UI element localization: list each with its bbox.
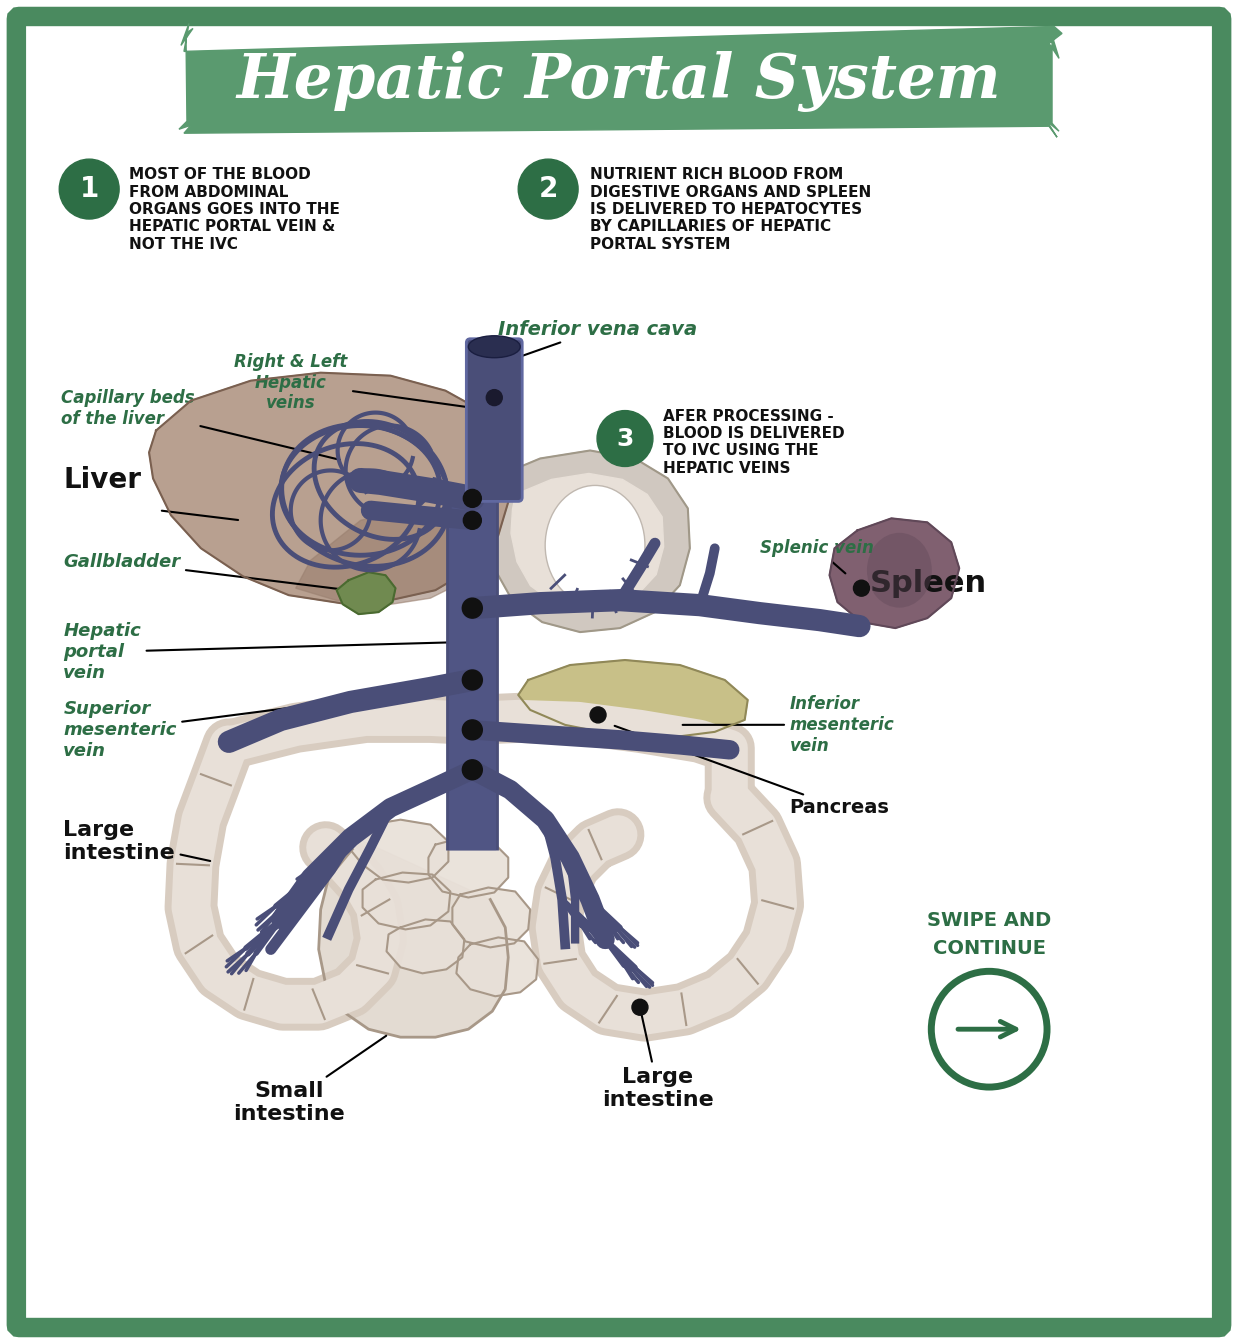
Text: Capillary beds
of the liver: Capillary beds of the liver bbox=[61, 390, 340, 460]
Polygon shape bbox=[511, 473, 664, 610]
Text: MOST OF THE BLOOD
FROM ABDOMINAL
ORGANS GOES INTO THE
HEPATIC PORTAL VEIN &
NOT : MOST OF THE BLOOD FROM ABDOMINAL ORGANS … bbox=[129, 167, 340, 251]
Text: SWIPE AND
CONTINUE: SWIPE AND CONTINUE bbox=[927, 911, 1051, 958]
Text: Pancreas: Pancreas bbox=[614, 726, 889, 817]
Polygon shape bbox=[386, 919, 464, 973]
Circle shape bbox=[853, 581, 869, 597]
Text: Superior
mesenteric
vein: Superior mesenteric vein bbox=[63, 700, 348, 759]
Text: AFER PROCESSING -
BLOOD IS DELIVERED
TO IVC USING THE
HEPATIC VEINS: AFER PROCESSING - BLOOD IS DELIVERED TO … bbox=[662, 409, 844, 476]
Ellipse shape bbox=[867, 532, 932, 607]
Circle shape bbox=[591, 707, 607, 723]
Polygon shape bbox=[180, 23, 1062, 137]
FancyBboxPatch shape bbox=[467, 339, 522, 501]
Circle shape bbox=[519, 159, 578, 219]
Text: NUTRIENT RICH BLOOD FROM
DIGESTIVE ORGANS AND SPLEEN
IS DELIVERED TO HEPATOCYTES: NUTRIENT RICH BLOOD FROM DIGESTIVE ORGAN… bbox=[591, 167, 872, 251]
Text: Hepatic Portal System: Hepatic Portal System bbox=[236, 51, 1002, 112]
Ellipse shape bbox=[545, 485, 645, 605]
Text: Spleen: Spleen bbox=[869, 569, 987, 598]
Circle shape bbox=[463, 511, 482, 530]
Text: 2: 2 bbox=[539, 175, 558, 203]
Text: 1: 1 bbox=[79, 175, 99, 203]
Polygon shape bbox=[536, 496, 638, 587]
Text: Hepatic
portal
vein: Hepatic portal vein bbox=[63, 622, 459, 681]
Circle shape bbox=[462, 671, 483, 689]
Polygon shape bbox=[318, 835, 509, 1038]
Polygon shape bbox=[296, 511, 480, 605]
Circle shape bbox=[463, 489, 482, 508]
Circle shape bbox=[462, 759, 483, 780]
Circle shape bbox=[597, 410, 652, 466]
FancyBboxPatch shape bbox=[16, 16, 1222, 1328]
Text: Gallbladder: Gallbladder bbox=[63, 554, 345, 590]
Text: Right & Left
Hepatic
veins: Right & Left Hepatic veins bbox=[234, 352, 475, 413]
Text: Large
intestine: Large intestine bbox=[63, 820, 210, 863]
Polygon shape bbox=[829, 519, 959, 628]
Circle shape bbox=[631, 1000, 647, 1015]
Circle shape bbox=[462, 598, 483, 618]
Polygon shape bbox=[337, 573, 395, 614]
Text: 3: 3 bbox=[617, 426, 634, 450]
Text: Splenic vein: Splenic vein bbox=[760, 539, 874, 574]
Polygon shape bbox=[349, 820, 448, 883]
Circle shape bbox=[487, 390, 503, 406]
Polygon shape bbox=[519, 660, 748, 738]
Polygon shape bbox=[149, 372, 510, 603]
Ellipse shape bbox=[468, 336, 520, 358]
Polygon shape bbox=[487, 450, 690, 632]
Text: Inferior vena cava: Inferior vena cava bbox=[496, 320, 697, 364]
Polygon shape bbox=[457, 937, 539, 996]
Polygon shape bbox=[363, 872, 451, 930]
Circle shape bbox=[59, 159, 119, 219]
Circle shape bbox=[462, 720, 483, 739]
Text: Inferior
mesenteric
vein: Inferior mesenteric vein bbox=[682, 695, 894, 754]
Polygon shape bbox=[452, 887, 530, 948]
Text: Large
intestine: Large intestine bbox=[602, 1009, 714, 1110]
Text: Liver: Liver bbox=[63, 466, 141, 495]
Text: Small
intestine: Small intestine bbox=[233, 1036, 386, 1125]
Polygon shape bbox=[428, 837, 509, 898]
